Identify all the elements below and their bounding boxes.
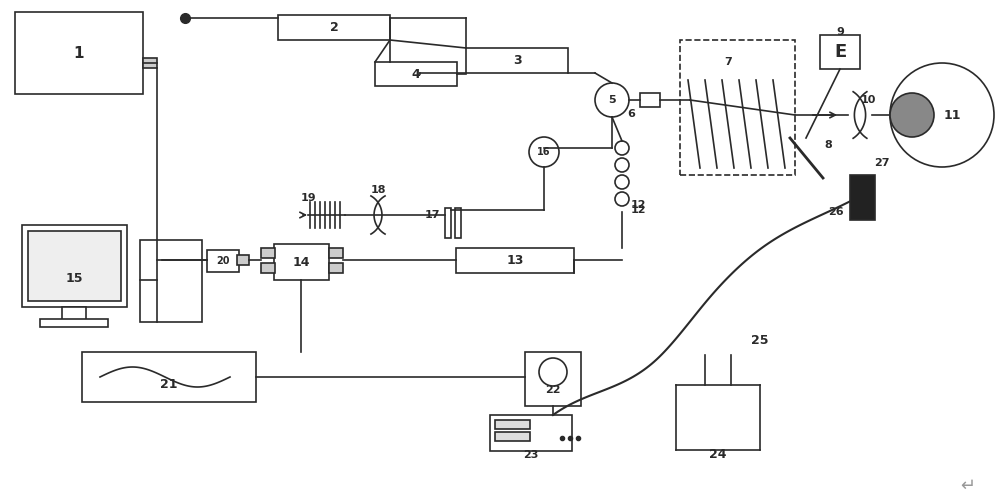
Text: 19: 19 (300, 193, 316, 203)
Bar (525, 352, 581, 406)
Bar (261, 263, 275, 273)
Bar (495, 420, 530, 429)
Bar (680, 40, 795, 175)
Bar (22, 225, 127, 307)
Circle shape (595, 83, 629, 117)
Bar (445, 208, 451, 238)
Bar (820, 35, 860, 69)
Bar (640, 93, 660, 107)
Text: 21: 21 (160, 378, 178, 391)
Bar (261, 248, 275, 258)
Text: 12: 12 (630, 205, 646, 215)
Text: 9: 9 (836, 27, 844, 37)
Polygon shape (850, 175, 875, 220)
Text: 6: 6 (627, 109, 635, 119)
Circle shape (615, 141, 629, 155)
Bar (207, 250, 239, 272)
Circle shape (529, 137, 559, 167)
Bar (278, 15, 390, 40)
Bar (495, 432, 530, 441)
Bar (143, 58, 157, 68)
Circle shape (539, 358, 567, 386)
Bar (40, 319, 108, 327)
Bar (456, 248, 574, 273)
Bar (28, 231, 121, 301)
Text: 4: 4 (412, 67, 420, 80)
Circle shape (615, 192, 629, 206)
Bar (455, 208, 461, 238)
Text: 16: 16 (537, 147, 551, 157)
Text: 10: 10 (860, 95, 876, 105)
Text: ↵: ↵ (960, 477, 975, 495)
Text: 7: 7 (724, 57, 732, 67)
Text: 2: 2 (330, 21, 338, 34)
Bar (274, 244, 329, 280)
Text: 3: 3 (513, 53, 521, 66)
Text: 24: 24 (709, 449, 727, 461)
Text: 18: 18 (370, 185, 386, 195)
Bar (329, 263, 343, 273)
Circle shape (890, 63, 994, 167)
Bar (329, 248, 343, 258)
Text: E: E (834, 43, 846, 61)
Text: 11: 11 (943, 109, 961, 122)
Circle shape (890, 93, 934, 137)
Text: 12: 12 (630, 200, 646, 210)
Bar (490, 415, 572, 451)
Text: 23: 23 (523, 450, 539, 460)
Text: 15: 15 (65, 272, 83, 285)
Text: 20: 20 (216, 256, 230, 266)
Bar (375, 62, 457, 86)
Text: 25: 25 (751, 333, 769, 347)
Bar (140, 240, 202, 322)
Text: 22: 22 (545, 385, 561, 395)
Bar (82, 352, 256, 402)
Text: 8: 8 (824, 140, 832, 150)
Bar (237, 255, 249, 265)
Text: 26: 26 (828, 207, 844, 217)
Text: 13: 13 (506, 254, 524, 267)
Bar (15, 12, 143, 94)
Text: 5: 5 (608, 95, 616, 105)
Text: 27: 27 (874, 158, 890, 168)
Bar (62, 307, 86, 321)
Circle shape (615, 175, 629, 189)
Circle shape (615, 158, 629, 172)
Text: 17: 17 (424, 210, 440, 220)
Text: 14: 14 (292, 256, 310, 269)
Text: 1: 1 (74, 45, 84, 60)
Bar (466, 48, 568, 73)
